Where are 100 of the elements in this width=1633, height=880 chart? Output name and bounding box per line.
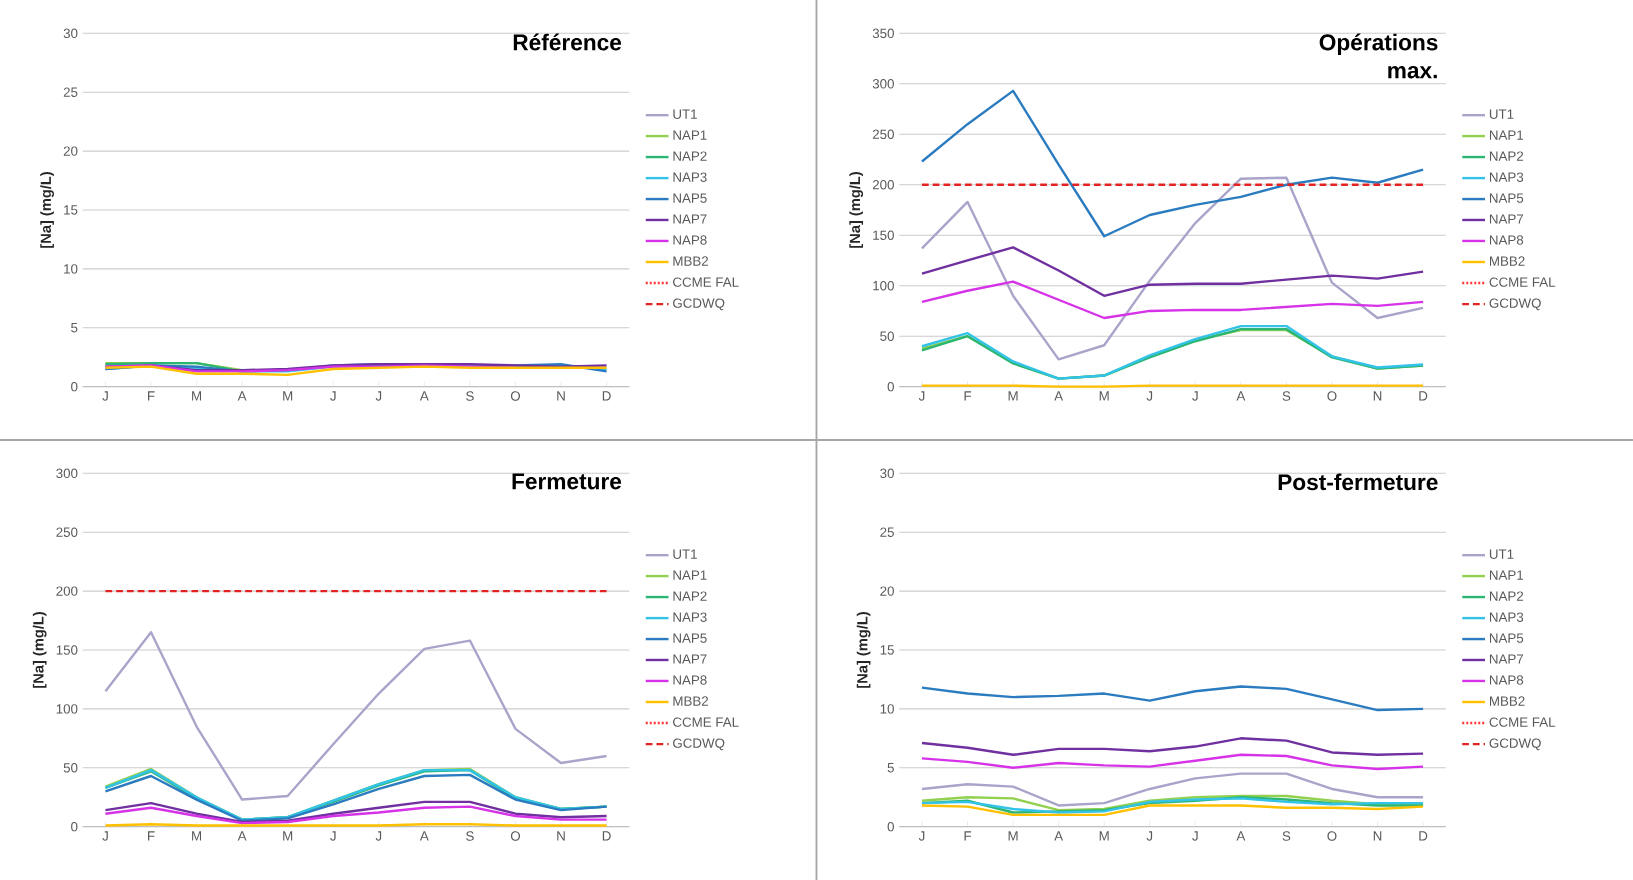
legend-label: NAP5: [1489, 633, 1524, 643]
chart-title: Opérations max.: [1319, 33, 1438, 79]
legend-label: NAP8: [673, 235, 707, 245]
legend-label: CCME FAL: [673, 717, 739, 727]
x-tick-label: M: [192, 391, 202, 401]
line-series: [920, 753, 1425, 771]
y-tick-label: 50: [880, 331, 894, 341]
legend-label: UT1: [673, 549, 697, 559]
y-tick-label: 0: [887, 821, 894, 832]
y-tick-label: 25: [63, 87, 78, 97]
y-tick-label: 200: [872, 180, 894, 190]
x-tick-label: O: [510, 831, 521, 841]
y-tick-label: 100: [56, 704, 78, 714]
legend-label: GCDWQ: [1489, 298, 1541, 311]
legend-label: NAP1: [673, 570, 707, 580]
x-tick-label: M: [283, 391, 293, 401]
y-tick-label: 100: [873, 280, 894, 291]
x-tick-label: M: [1008, 831, 1018, 841]
y-axis-title: [Na] (mg/L): [32, 612, 47, 688]
x-tick-label: S: [1282, 831, 1291, 841]
legend-label: NAP2: [673, 151, 707, 161]
x-tick-label: D: [1419, 391, 1428, 401]
x-tick-label: S: [466, 831, 474, 841]
legend-label: MBB2: [1489, 256, 1525, 266]
line-series: [920, 89, 1425, 238]
x-tick-label: N: [557, 831, 565, 841]
legend-label: NAP3: [1489, 612, 1524, 622]
x-tick-label: J: [375, 831, 382, 841]
y-tick-label: 15: [880, 645, 894, 655]
legend-label: NAP2: [1489, 151, 1524, 161]
legend-label: CCME FAL: [1489, 277, 1556, 287]
x-tick-label: J: [330, 391, 336, 401]
x-tick-label: J: [102, 831, 108, 841]
x-tick-label: M: [192, 831, 202, 841]
x-tick-label: M: [283, 831, 293, 841]
legend-label: NAP1: [1489, 570, 1524, 580]
y-tick-label: 300: [56, 468, 78, 479]
x-tick-label: J: [1192, 831, 1198, 841]
x-tick-label: N: [1373, 391, 1382, 401]
y-tick-label: 0: [71, 821, 78, 832]
y-tick-label: 350: [872, 28, 894, 39]
y-tick-label: 200: [56, 586, 78, 596]
x-tick-label: A: [237, 391, 247, 401]
x-tick-label: J: [375, 391, 382, 401]
legend-label: NAP3: [673, 612, 707, 622]
legend-label: UT1: [1489, 109, 1514, 119]
line-series: [920, 685, 1425, 712]
chart-title: Référence: [513, 33, 622, 51]
x-tick-label: N: [557, 391, 565, 401]
y-tick-label: 5: [71, 323, 78, 333]
x-tick-label: D: [602, 831, 611, 841]
x-tick-label: O: [1327, 391, 1337, 401]
legend-label: GCDWQ: [673, 298, 725, 311]
x-tick-label: N: [1373, 831, 1382, 841]
x-tick-label: J: [1146, 831, 1153, 841]
x-tick-label: A: [237, 831, 247, 841]
y-tick-label: 30: [63, 28, 78, 39]
legend-label: UT1: [1489, 549, 1514, 559]
legend-label: NAP7: [1489, 214, 1524, 224]
line-series: [920, 737, 1425, 757]
legend-label: NAP8: [1489, 235, 1524, 245]
legend-label: MBB2: [673, 256, 709, 266]
legend-label: CCME FAL: [1489, 717, 1556, 727]
x-tick-label: A: [1236, 831, 1246, 841]
y-tick-label: 20: [63, 146, 78, 156]
chart-title: Post-fermeture: [1278, 473, 1438, 491]
x-tick-label: J: [1146, 391, 1153, 401]
legend-label: NAP2: [673, 591, 707, 601]
x-tick-label: F: [964, 391, 972, 401]
x-tick-label: F: [148, 391, 155, 401]
y-tick-label: 20: [880, 586, 894, 596]
legend-label: NAP8: [1489, 675, 1524, 685]
legend-label: MBB2: [673, 696, 709, 706]
legend-label: GCDWQ: [1489, 738, 1541, 751]
x-tick-label: A: [419, 391, 429, 401]
legend-label: NAP2: [1489, 591, 1524, 601]
legend-label: NAP5: [673, 633, 707, 643]
legend-label: NAP5: [1489, 193, 1524, 203]
y-axis-title: [Na] (mg/L): [849, 172, 864, 248]
y-tick-label: 30: [880, 468, 894, 479]
y-tick-label: 25: [880, 527, 894, 537]
legend-label: NAP7: [673, 214, 707, 224]
x-tick-label: F: [964, 831, 972, 841]
y-axis-title: [Na] (mg/L): [40, 172, 54, 248]
line-series: [104, 800, 608, 824]
legend-label: MBB2: [1489, 696, 1525, 706]
x-tick-label: O: [510, 391, 521, 401]
x-tick-label: A: [1054, 831, 1064, 841]
x-tick-label: A: [1236, 391, 1246, 401]
x-tick-label: M: [1008, 391, 1018, 401]
line-series: [104, 631, 608, 801]
x-tick-label: M: [1099, 831, 1109, 841]
x-tick-label: S: [466, 391, 474, 401]
y-tick-label: 150: [56, 645, 78, 655]
y-tick-label: 0: [887, 381, 894, 392]
x-tick-label: F: [148, 831, 155, 841]
x-tick-label: J: [918, 831, 925, 841]
legend-label: NAP5: [673, 193, 707, 203]
legend-label: NAP8: [673, 675, 707, 685]
x-tick-label: A: [419, 831, 429, 841]
